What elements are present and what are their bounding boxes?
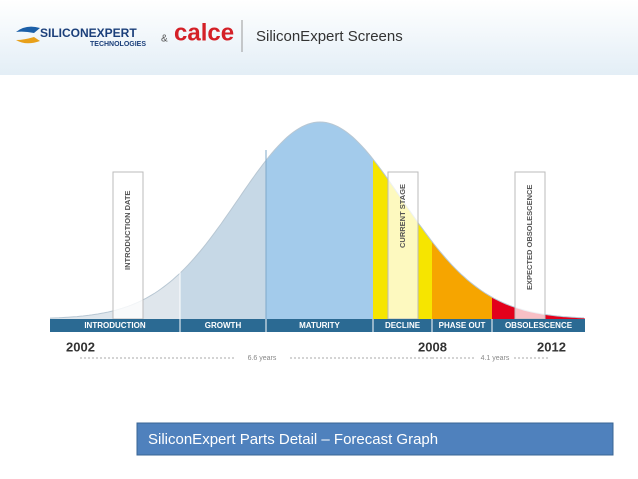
slide-title: SiliconExpert Screens	[256, 28, 403, 45]
stage-labels: INTRODUCTION GROWTH MATURITY DECLINE PHASE O…	[84, 319, 573, 332]
stage-bar	[50, 319, 585, 332]
year-label: 2002	[66, 339, 95, 354]
caption: SiliconExpert Parts Detail – Forecast Gr…	[148, 431, 438, 448]
stage-label: OBSOLESCENCE	[505, 321, 573, 330]
year-label: 2008	[418, 339, 447, 354]
stage-label: GROWTH	[205, 321, 242, 330]
caption-box	[136, 422, 614, 456]
logo-sub: TECHNOLOGIES	[90, 41, 146, 48]
span-label: 6.6 years	[248, 355, 277, 362]
marker-label: INTRODUCTION DATE	[123, 191, 132, 270]
stage-label: INTRODUCTION	[84, 321, 146, 330]
stage-label: DECLINE	[385, 321, 421, 330]
ampersand: &	[161, 34, 168, 45]
marker-panels	[112, 171, 546, 320]
marker-label: CURRENT STAGE	[398, 184, 407, 248]
logo: SILICONEXPERT TECHNOLOGIES & calce	[16, 19, 234, 48]
logo-main: SILICONEXPERT	[40, 26, 137, 40]
partner-logo: calce	[174, 19, 234, 46]
stage-label: MATURITY	[299, 321, 340, 330]
stage-label: PHASE OUT	[439, 321, 486, 330]
span-label: 4.1 years	[481, 355, 510, 362]
marker-label: EXPECTED OBSOLESCENCE	[525, 185, 534, 290]
year-label: 2012	[537, 339, 566, 354]
header-band	[0, 0, 638, 75]
timeline: 2002 2008 2012 6.6 years 4.1 years	[66, 339, 566, 361]
